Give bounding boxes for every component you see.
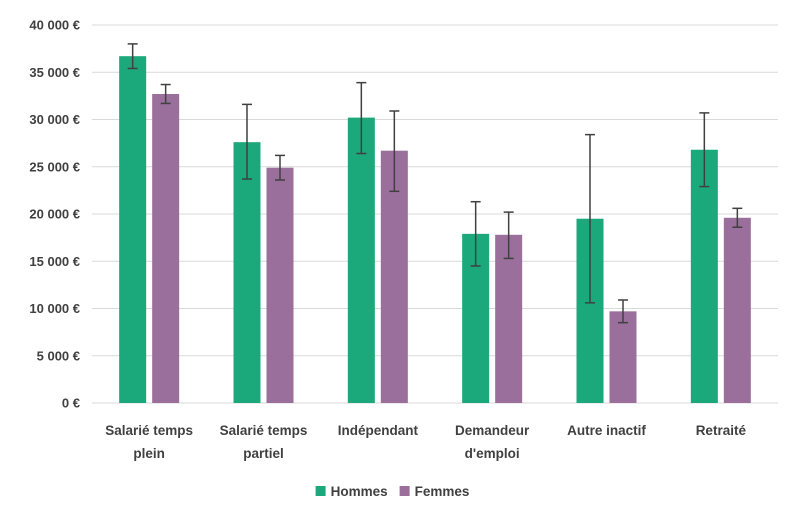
error-bar-hommes-1 (242, 103, 252, 180)
error-bar-femmes-3 (503, 211, 514, 260)
error-bars (127, 43, 743, 324)
x-category-label: Indépendant (338, 423, 419, 438)
error-bar-femmes-0 (160, 83, 171, 105)
x-category-label: partiel (243, 446, 284, 461)
x-category-label: Salarié temps (105, 423, 193, 438)
y-tick-label: 10 000 € (29, 301, 80, 316)
error-bar-hommes-3 (470, 200, 481, 267)
y-tick-label: 5 000 € (37, 348, 80, 363)
bars (119, 56, 751, 404)
legend-label: Hommes (331, 484, 388, 499)
bar-femmes-1 (266, 167, 294, 403)
x-category-label: Salarié temps (220, 423, 308, 438)
bar-hommes-0 (119, 56, 147, 404)
gridlines (92, 24, 778, 404)
bar-femmes-3 (495, 234, 523, 403)
x-axis-labels: Salarié temps plein Salarié temps partiel In… (105, 423, 746, 461)
y-tick-label: 25 000 € (29, 159, 80, 174)
legend-swatch (315, 486, 326, 496)
legend-item-hommes: Hommes (315, 484, 388, 499)
error-bar-hommes-2 (356, 81, 367, 155)
x-category-label: Autre inactif (567, 423, 646, 438)
bar-femmes-0 (152, 93, 180, 404)
y-tick-label: 20 000 € (29, 207, 80, 222)
error-bar-hommes-0 (127, 43, 138, 70)
y-axis-ticks: 0 € 5 000 € 10 000 € 15 000 € 20 000 € 25 000… (29, 18, 80, 411)
x-category-label: Demandeur (455, 423, 530, 438)
legend-swatch (399, 486, 410, 496)
error-bar-hommes-4 (585, 133, 595, 304)
x-category-label: plein (133, 446, 165, 461)
y-tick-label: 15 000 € (29, 254, 80, 269)
error-bar-femmes-1 (275, 154, 285, 181)
bar-hommes-1 (233, 142, 261, 403)
bar-hommes-2 (347, 117, 375, 404)
bar-femmes-2 (380, 150, 408, 403)
error-bar-femmes-5 (732, 207, 743, 228)
legend-label: Femmes (415, 484, 470, 499)
x-category-label: Retraité (696, 423, 747, 438)
bar-femmes-5 (723, 217, 751, 403)
error-bar-femmes-4 (618, 299, 628, 324)
error-bar-hommes-5 (699, 112, 710, 188)
x-category-label: d'emploi (465, 446, 520, 461)
y-tick-label: 30 000 € (29, 112, 80, 127)
bar-femmes-4 (609, 311, 637, 403)
legend: Hommes Femmes (315, 484, 470, 499)
legend-item-femmes: Femmes (399, 484, 470, 499)
y-tick-label: 0 € (62, 396, 80, 411)
y-tick-label: 35 000 € (29, 65, 80, 80)
error-bar-femmes-2 (389, 110, 400, 193)
y-tick-label: 40 000 € (29, 18, 80, 33)
bar-hommes-5 (690, 149, 718, 403)
